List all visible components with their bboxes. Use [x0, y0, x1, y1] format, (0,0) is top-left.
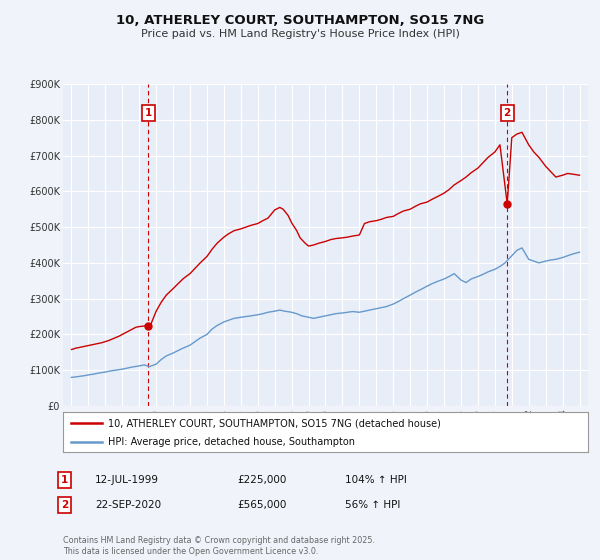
- Text: £225,000: £225,000: [237, 475, 286, 485]
- Text: 56% ↑ HPI: 56% ↑ HPI: [345, 500, 400, 510]
- Text: 104% ↑ HPI: 104% ↑ HPI: [345, 475, 407, 485]
- Text: 10, ATHERLEY COURT, SOUTHAMPTON, SO15 7NG: 10, ATHERLEY COURT, SOUTHAMPTON, SO15 7N…: [116, 14, 484, 27]
- Text: Contains HM Land Registry data © Crown copyright and database right 2025.
This d: Contains HM Land Registry data © Crown c…: [63, 536, 375, 556]
- Text: 10, ATHERLEY COURT, SOUTHAMPTON, SO15 7NG (detached house): 10, ATHERLEY COURT, SOUTHAMPTON, SO15 7N…: [107, 418, 440, 428]
- Text: 12-JUL-1999: 12-JUL-1999: [95, 475, 159, 485]
- Text: 2: 2: [503, 108, 511, 118]
- Text: HPI: Average price, detached house, Southampton: HPI: Average price, detached house, Sout…: [107, 437, 355, 446]
- Text: 1: 1: [145, 108, 152, 118]
- Text: 22-SEP-2020: 22-SEP-2020: [95, 500, 161, 510]
- Text: 2: 2: [61, 500, 68, 510]
- Text: Price paid vs. HM Land Registry's House Price Index (HPI): Price paid vs. HM Land Registry's House …: [140, 29, 460, 39]
- Text: £565,000: £565,000: [237, 500, 286, 510]
- Text: 1: 1: [61, 475, 68, 485]
